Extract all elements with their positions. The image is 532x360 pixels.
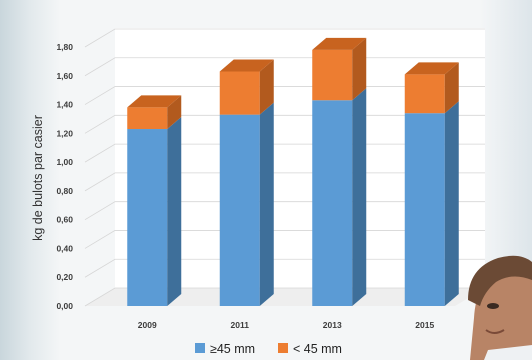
plot-back-wall [115,28,485,288]
bar-large-2009 [127,129,168,306]
legend-swatch-small [278,343,288,353]
bar-stack-2011 [219,59,274,306]
y-tick-label: 0,00 [56,301,73,311]
legend-label-small: < 45 mm [293,342,342,356]
bar-side-large-2011 [259,102,274,306]
legend-swatch-large [195,343,205,353]
legend-label-large: ≥45 mm [210,342,255,356]
y-axis-label: kg de bulots par casier [31,115,45,241]
y-tick-label: 0,60 [56,215,73,225]
bar-side-small-2011 [259,59,274,115]
bar-stack-2015 [404,62,459,306]
bar-small-2011 [219,71,260,115]
bar-top-2013 [312,37,367,50]
x-tick-label: 2009 [138,320,157,330]
y-tick-label: 1,40 [56,100,73,110]
y-tick-label: 1,00 [56,157,73,167]
gridline [84,28,485,48]
x-axis-ticks: 2009 2011 2013 2015 [138,320,435,330]
bar-side-large-2015 [444,101,459,306]
y-tick-label: 0,80 [56,186,73,196]
y-tick-label: 1,80 [56,42,73,52]
y-tick-label: 1,20 [56,128,73,138]
plot-floor [85,288,485,306]
bar-large-2013 [312,100,353,306]
bars [127,37,459,307]
bar-stack-2009 [127,95,182,307]
bar-side-small-2009 [167,95,182,130]
y-axis-ticks: 0,00 0,20 0,40 0,60 0,80 1,00 1,20 1,40 1,60 1,80 [56,42,73,311]
person-photo [468,255,532,360]
bar-small-2013 [312,49,353,101]
y-tick-label: 0,20 [56,272,73,282]
bar-large-2011 [219,114,260,306]
bar-small-2015 [404,74,445,114]
x-tick-label: 2011 [231,320,250,330]
bar-side-small-2013 [352,37,367,101]
bar-large-2015 [404,113,445,306]
x-tick-label: 2013 [323,320,342,330]
bar-top-2011 [219,59,274,72]
bar-side-small-2015 [444,62,459,114]
bar-top-2009 [127,95,182,108]
y-tick-label: 1,60 [56,71,73,81]
bar-side-large-2013 [352,88,367,306]
legend: ≥45 mm < 45 mm [195,342,342,356]
bar-stack-2013 [312,37,367,306]
y-tick-label: 0,40 [56,243,73,253]
bar-side-large-2009 [167,117,182,307]
x-tick-label: 2015 [415,320,434,330]
bar-small-2009 [127,107,168,130]
bar-top-2015 [404,62,459,75]
